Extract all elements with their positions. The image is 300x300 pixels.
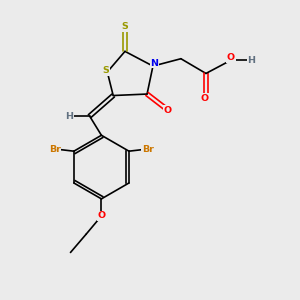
Text: S: S: [103, 66, 109, 75]
Text: O: O: [200, 94, 208, 103]
Text: O: O: [164, 106, 172, 115]
Text: H: H: [65, 112, 73, 121]
Text: O: O: [98, 212, 106, 220]
Text: Br: Br: [142, 145, 154, 154]
Text: N: N: [150, 58, 158, 68]
Text: Br: Br: [49, 145, 61, 154]
Text: H: H: [248, 56, 256, 65]
Text: S: S: [122, 22, 128, 32]
Text: O: O: [227, 53, 235, 62]
